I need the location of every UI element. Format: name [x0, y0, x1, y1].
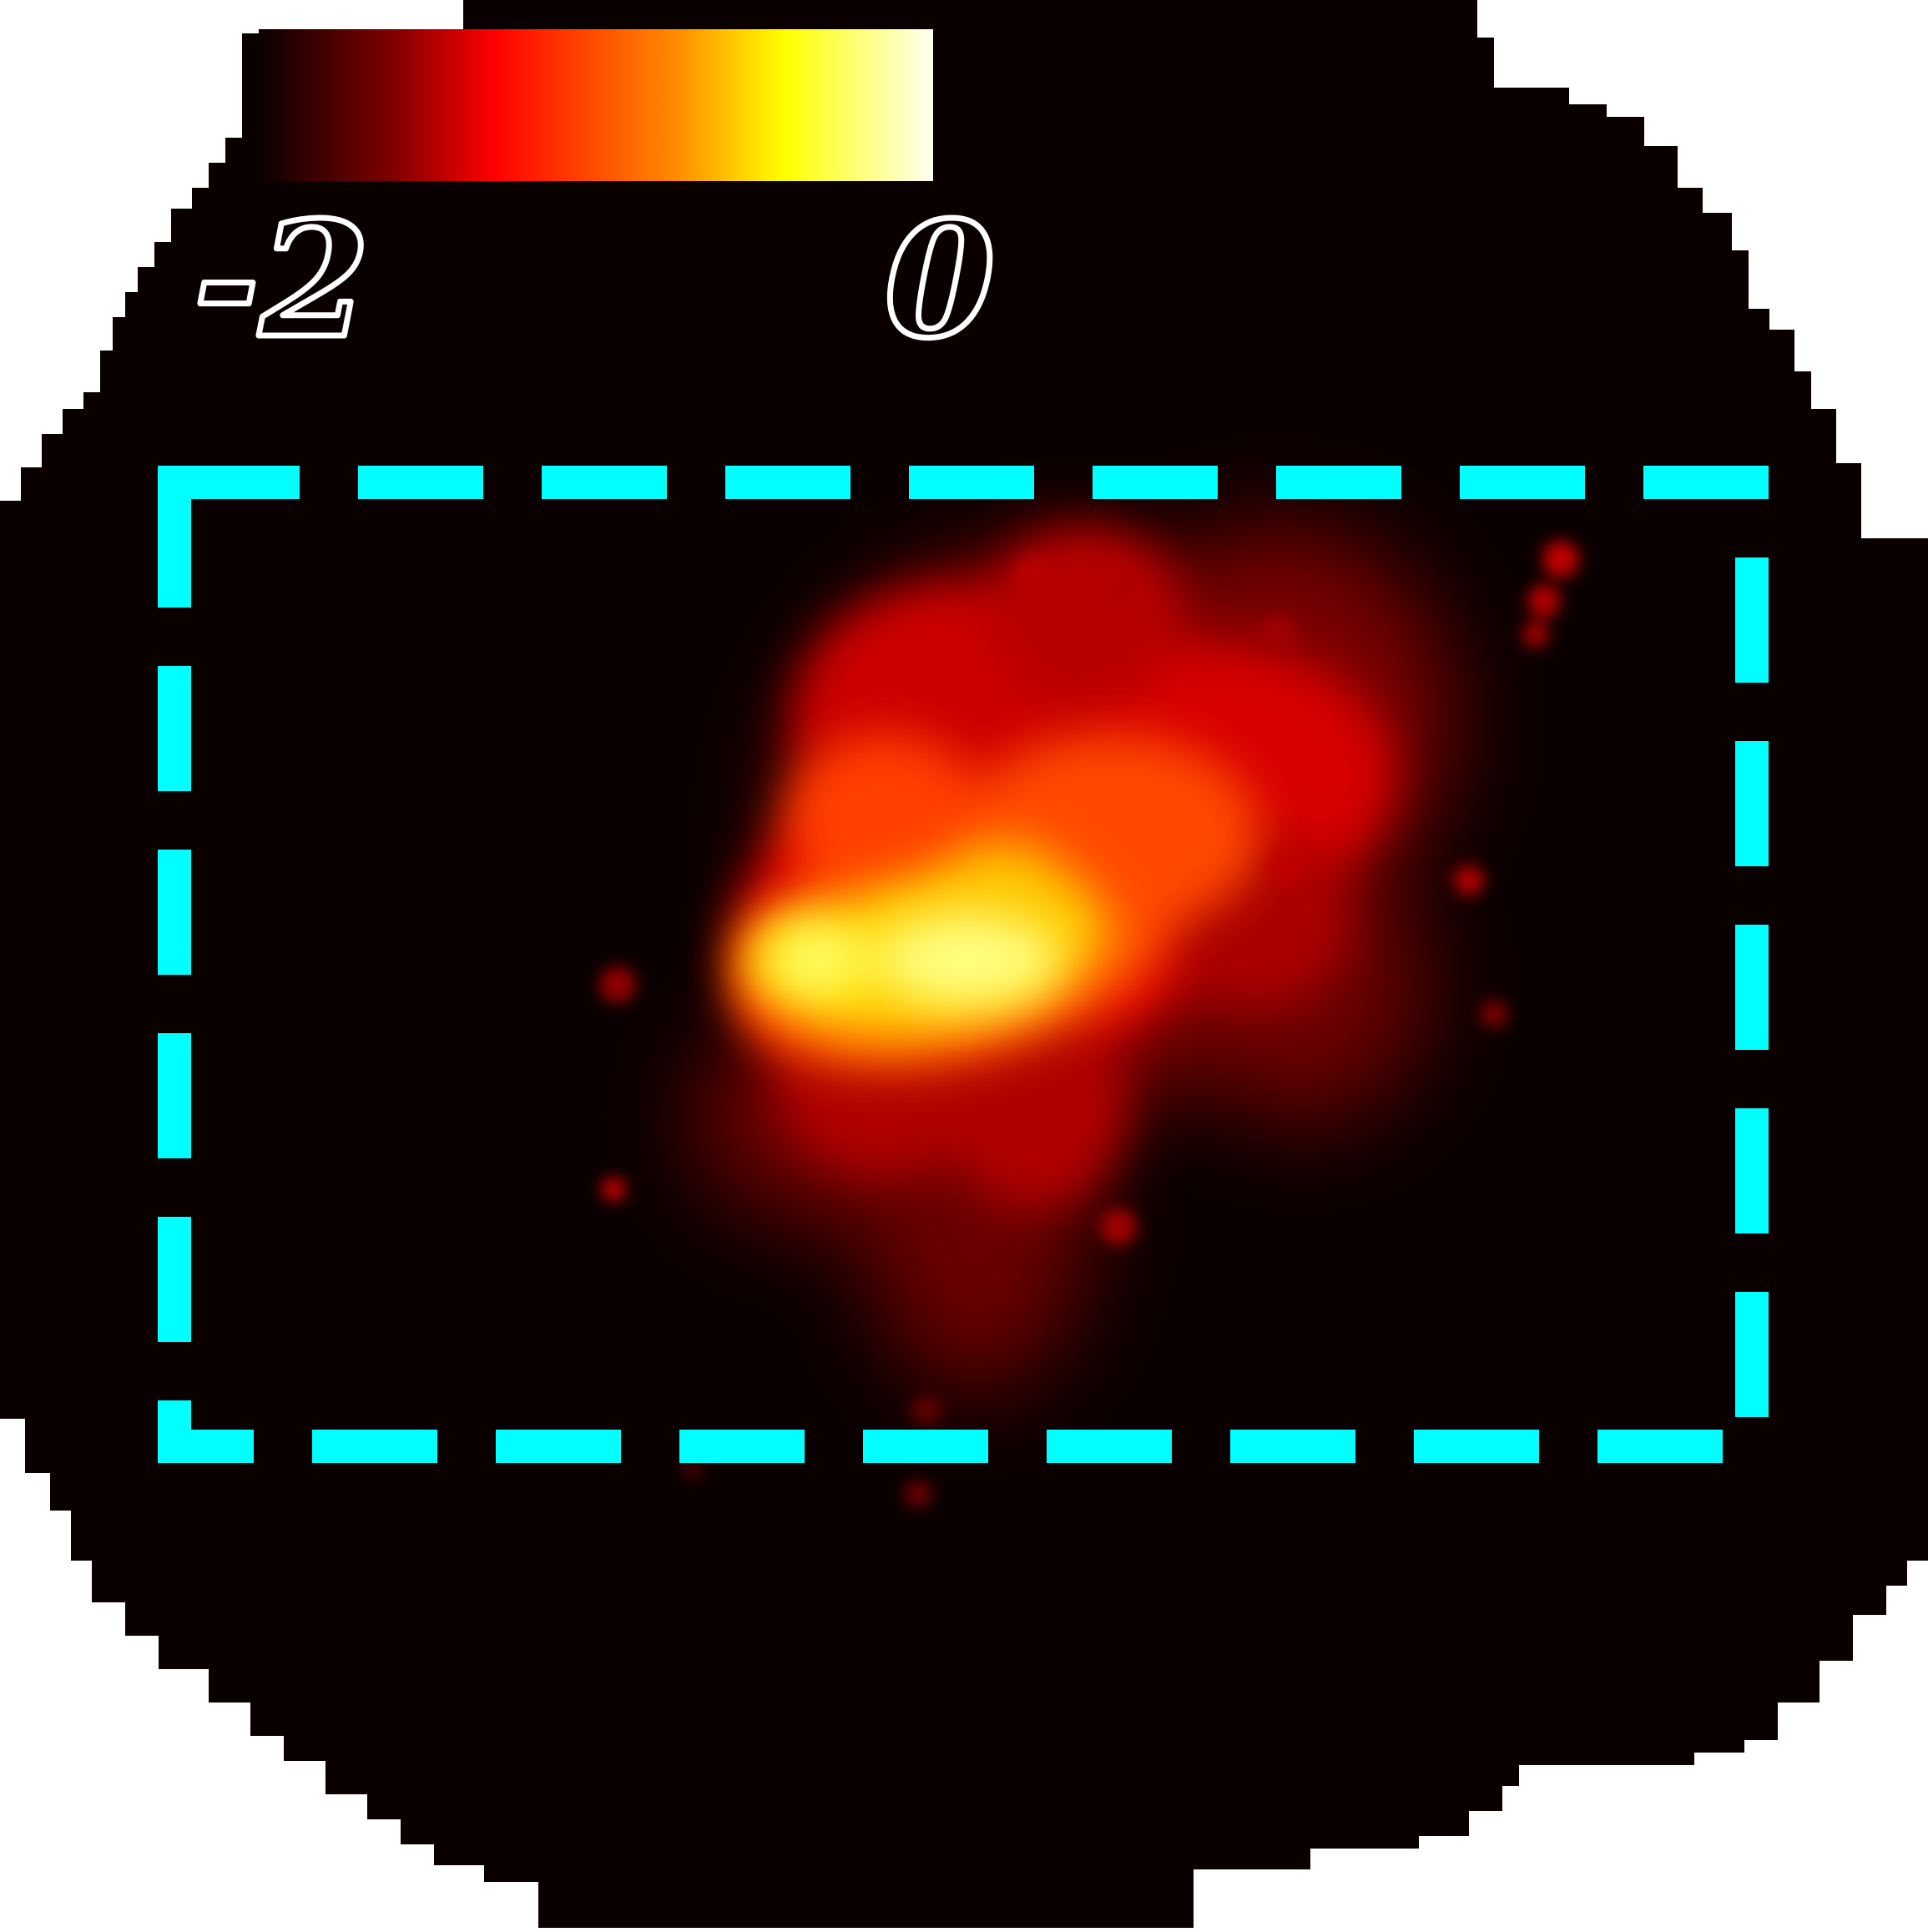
colorbar-max-label: 0	[885, 187, 995, 373]
emission-glow	[599, 526, 1579, 1507]
colorbar-min-label: -2	[194, 187, 370, 373]
colorbar	[259, 29, 933, 181]
selection-box	[158, 466, 1769, 1463]
colorbar-gradient	[259, 29, 933, 181]
